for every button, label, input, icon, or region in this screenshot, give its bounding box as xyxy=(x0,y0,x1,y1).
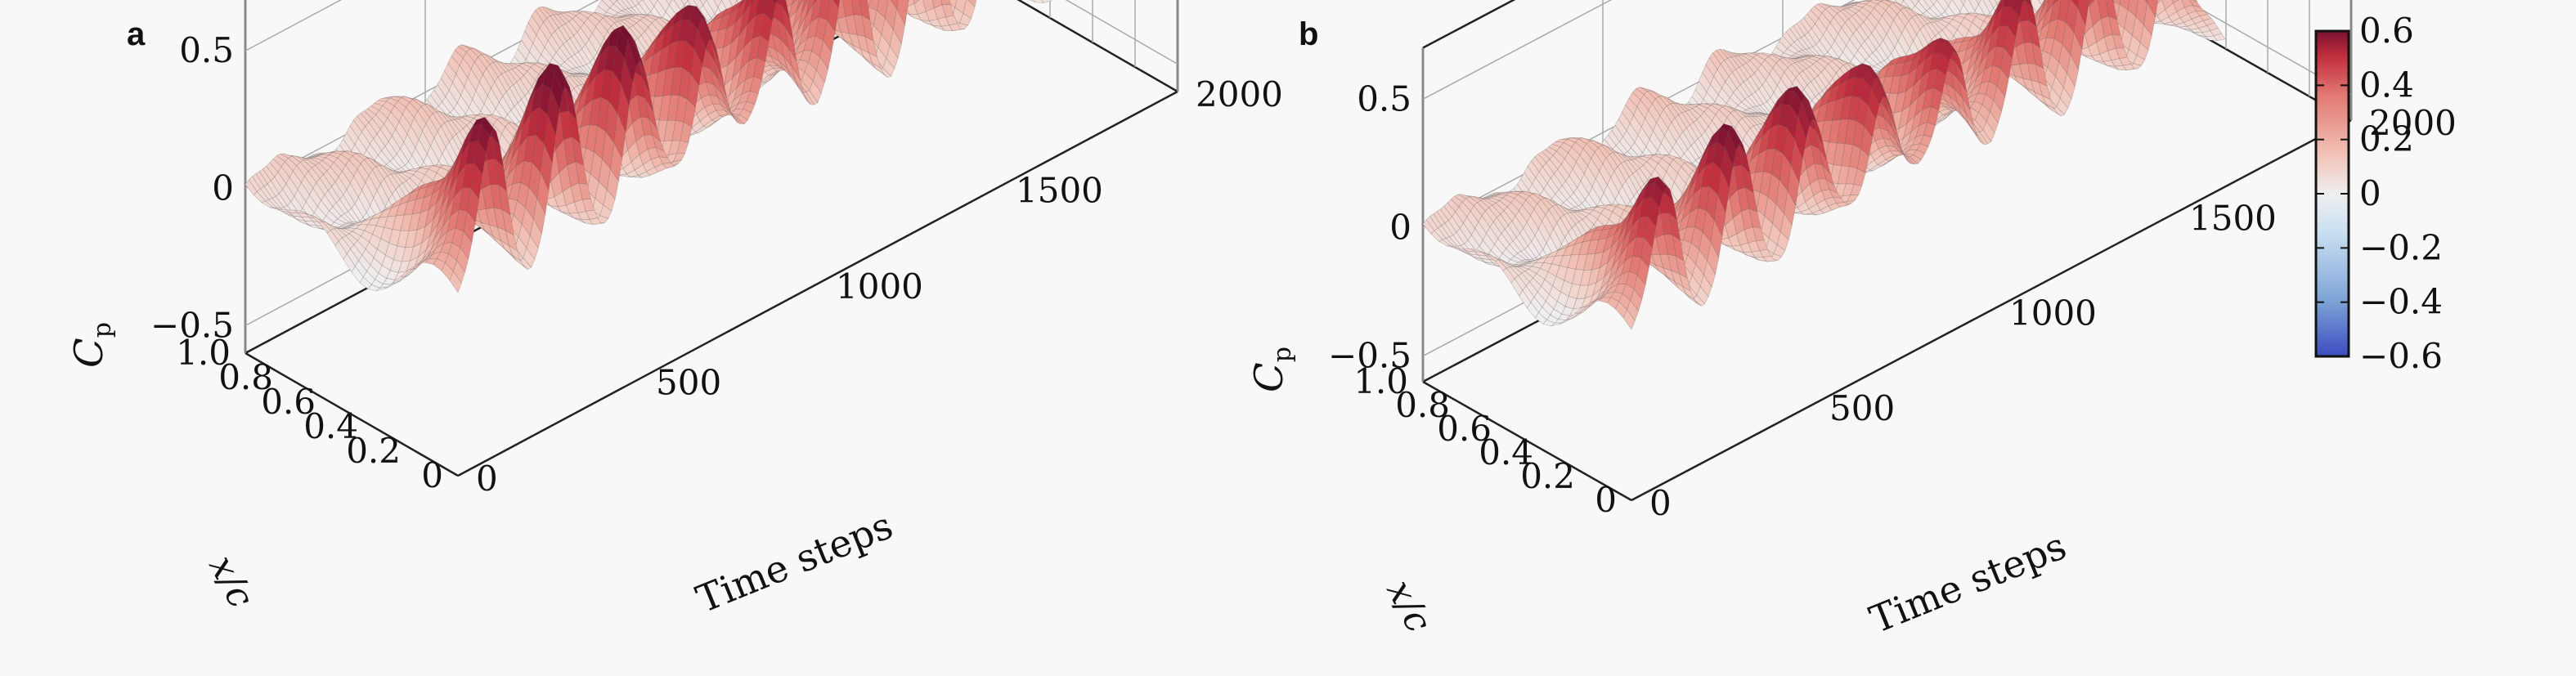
y-axis-label-a: Time steps xyxy=(690,503,899,621)
panel-label-b: b xyxy=(1299,16,1318,52)
z-ticks-a: 0.5 0 −0.5 xyxy=(150,30,234,345)
surface-patch xyxy=(615,0,619,2)
surface-patch xyxy=(954,0,967,15)
surface-patch xyxy=(687,0,689,2)
surface-patch xyxy=(882,57,895,77)
surface-patch xyxy=(931,0,943,8)
surface-patch xyxy=(806,0,815,17)
surface-patch xyxy=(896,0,909,26)
panel-label-a: a xyxy=(127,16,146,52)
surface-patch xyxy=(949,23,962,32)
x-ticks-a: 00.20.40.60.81.0 xyxy=(176,333,443,495)
z-tick-label: −0.5 xyxy=(150,305,234,345)
surface-patch xyxy=(801,0,809,15)
surface-patch xyxy=(940,0,951,6)
surface-patch xyxy=(797,0,810,31)
surface-patch xyxy=(925,7,938,21)
surface-patch xyxy=(795,79,808,102)
y-tick-label: 500 xyxy=(656,363,721,403)
surface-patch xyxy=(877,34,891,60)
surface-patch xyxy=(917,11,930,21)
surface-patch xyxy=(881,17,894,47)
surface-patch xyxy=(933,4,946,20)
surface-patch xyxy=(1033,0,1044,3)
surface-patch xyxy=(967,0,977,8)
surface-patch xyxy=(1041,0,1052,3)
surface-patch xyxy=(959,13,972,26)
surface-patch xyxy=(631,0,640,7)
surface-patch xyxy=(893,7,905,45)
x-axis-label-a: x/c xyxy=(200,548,262,615)
axis-edge xyxy=(1016,0,1178,93)
surface-patch xyxy=(792,0,797,5)
surface-patch xyxy=(905,3,918,15)
z-tick-label: 0 xyxy=(212,168,234,208)
surface-patch xyxy=(940,25,954,32)
surface-patch xyxy=(736,0,738,2)
surface-patch xyxy=(889,29,902,60)
y-tick-label: 2000 xyxy=(1196,74,1283,114)
surface-patch xyxy=(798,22,811,47)
z-tick-label: 0.5 xyxy=(179,30,234,70)
surface-patch xyxy=(886,45,899,69)
y-tick-label: 1500 xyxy=(1016,171,1103,211)
surface-patch xyxy=(873,10,886,35)
surface-patch xyxy=(842,0,855,17)
surface-patch xyxy=(1029,0,1036,3)
y-tick-label: 0 xyxy=(476,459,498,499)
surface-patch xyxy=(963,0,976,19)
surface-patch xyxy=(913,0,920,5)
surface-patch xyxy=(627,14,640,16)
surface-patch xyxy=(713,0,722,9)
z-axis-label-a: Cp xyxy=(66,322,117,368)
surface-patch xyxy=(907,0,909,2)
surface-patch xyxy=(890,0,899,10)
surface-patch xyxy=(618,14,631,18)
surface-patch xyxy=(922,0,935,12)
surface-patch xyxy=(913,0,927,15)
surface-b xyxy=(1422,0,2226,330)
surface-patch xyxy=(832,0,841,9)
surface-patch xyxy=(859,0,871,21)
surface-patch xyxy=(868,0,880,11)
surface-patch xyxy=(945,15,958,26)
surface-a xyxy=(245,0,1052,293)
x-tick-label: 0 xyxy=(421,455,443,495)
axis-edge xyxy=(245,351,459,477)
y-tick-label: 1000 xyxy=(836,266,923,307)
surface-patch xyxy=(941,4,954,18)
surface-patch xyxy=(851,0,863,16)
surface-patch xyxy=(814,0,818,4)
surface-patch xyxy=(796,0,804,11)
axis-edge xyxy=(457,90,1178,477)
